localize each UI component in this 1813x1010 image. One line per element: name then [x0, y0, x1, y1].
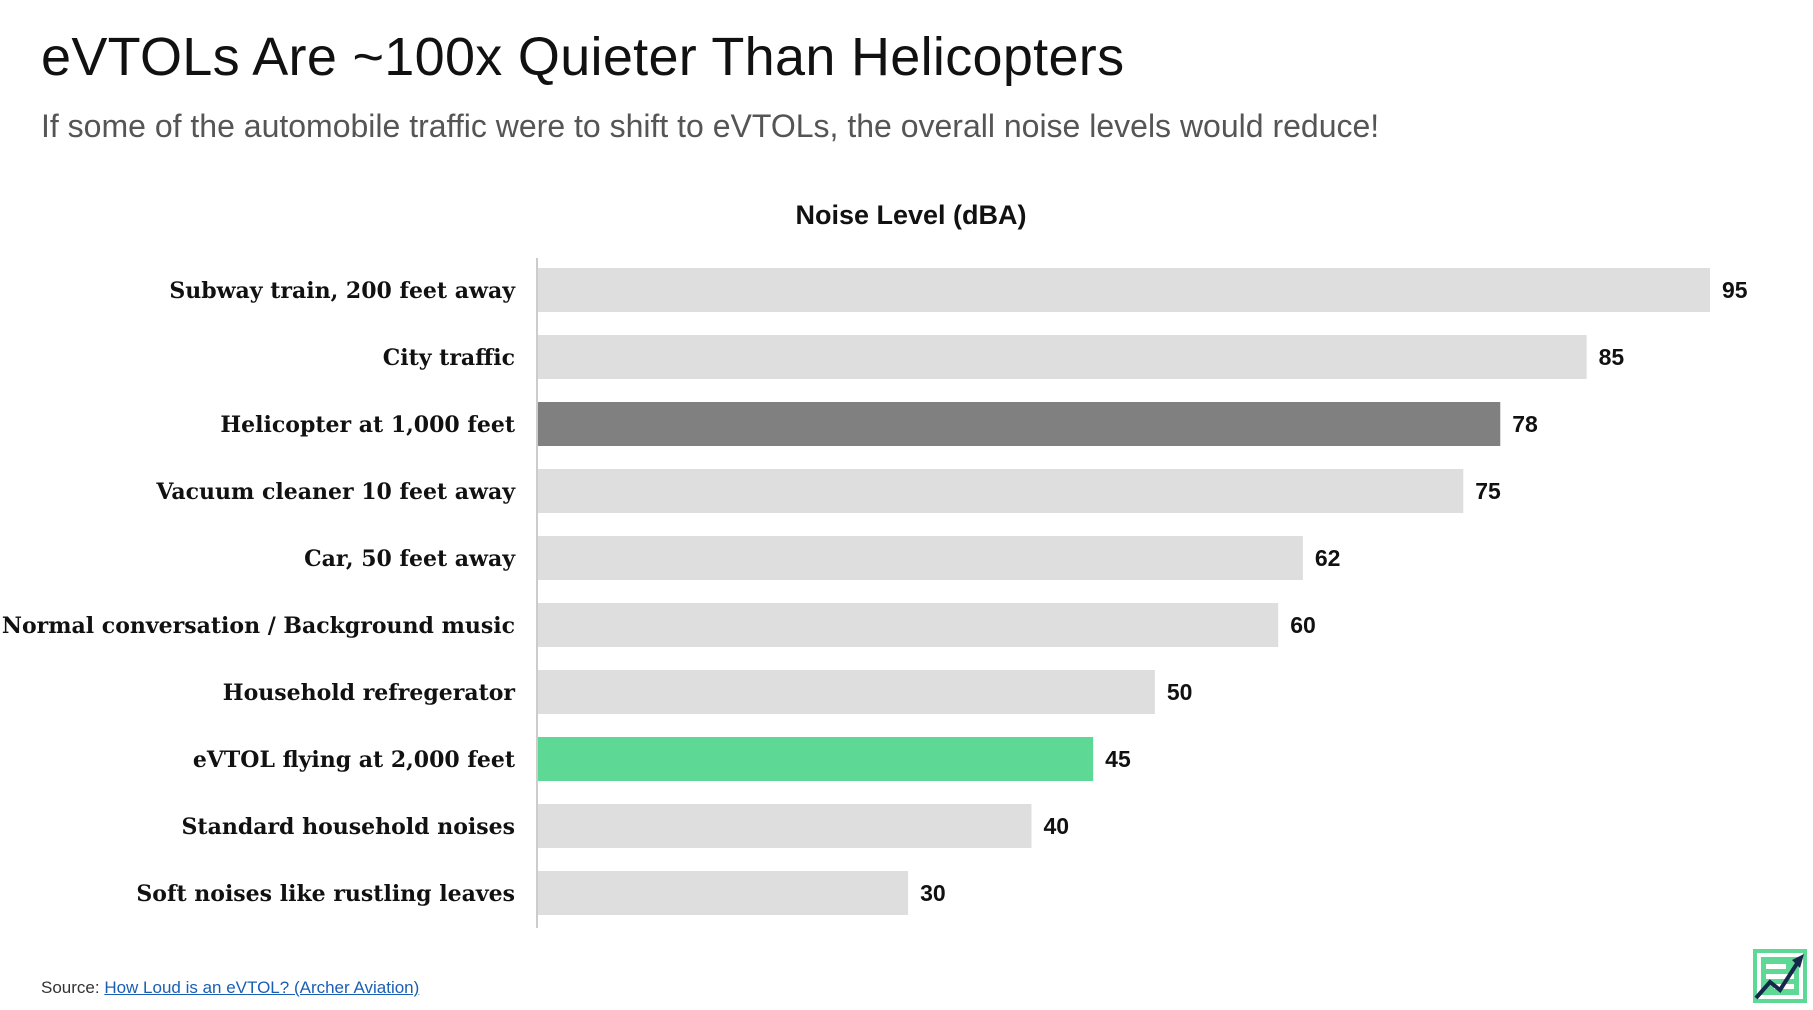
- bar-evtol-flying-at-2-000-feet: [538, 737, 1094, 781]
- value-label-normal-conversation-background-music: 60: [1290, 612, 1316, 638]
- source-link[interactable]: How Loud is an eVTOL? (Archer Aviation): [104, 978, 420, 997]
- value-label-soft-noises-like-rustling-leaves: 30: [920, 880, 946, 906]
- chart-title: Noise Level (dBA): [795, 200, 1026, 230]
- category-label-household-refregerator: Household refregerator: [223, 680, 516, 706]
- bar-soft-noises-like-rustling-leaves: [538, 871, 909, 915]
- category-label-helicopter-at-1-000-feet: Helicopter at 1,000 feet: [220, 412, 515, 438]
- value-label-evtol-flying-at-2-000-feet: 45: [1105, 746, 1131, 772]
- bars-group: Subway train, 200 feet away 95 City traffi…: [2, 268, 1748, 915]
- category-label-soft-noises-like-rustling-leaves: Soft noises like rustling leaves: [136, 881, 515, 907]
- bar-vacuum-cleaner-10-feet-away: [538, 469, 1464, 513]
- category-label-car-50-feet-away: Car, 50 feet away: [304, 546, 516, 572]
- value-label-helicopter-at-1-000-feet: 78: [1512, 411, 1538, 437]
- bar-city-traffic: [538, 335, 1587, 379]
- trend-chart-logo-icon: [1752, 948, 1808, 1004]
- bar-normal-conversation-background-music: [538, 603, 1279, 647]
- bar-standard-household-noises: [538, 804, 1032, 848]
- bar-helicopter-at-1-000-feet: [538, 402, 1501, 446]
- noise-level-bar-chart: Noise Level (dBA) Subway train, 200 feet…: [2, 200, 1748, 928]
- bar-household-refregerator: [538, 670, 1155, 714]
- page-title: eVTOLs Are ~100x Quieter Than Helicopter…: [41, 27, 1125, 87]
- category-label-evtol-flying-at-2-000-feet: eVTOL flying at 2,000 feet: [193, 747, 516, 773]
- bar-car-50-feet-away: [538, 536, 1303, 580]
- value-label-standard-household-noises: 40: [1043, 813, 1069, 839]
- category-label-vacuum-cleaner-10-feet-away: Vacuum cleaner 10 feet away: [155, 479, 516, 505]
- value-label-household-refregerator: 50: [1167, 679, 1193, 705]
- value-label-subway-train-200-feet-away: 95: [1722, 277, 1748, 303]
- value-label-city-traffic: 85: [1599, 344, 1625, 370]
- category-label-standard-household-noises: Standard household noises: [182, 814, 515, 840]
- page-subtitle: If some of the automobile traffic were t…: [41, 108, 1380, 144]
- value-label-car-50-feet-away: 62: [1315, 545, 1341, 571]
- category-label-city-traffic: City traffic: [383, 345, 515, 371]
- category-label-normal-conversation-background-music: Normal conversation / Background music: [2, 613, 515, 639]
- source-prefix: Source:: [41, 978, 105, 997]
- bar-subway-train-200-feet-away: [538, 268, 1710, 312]
- category-label-subway-train-200-feet-away: Subway train, 200 feet away: [169, 278, 516, 304]
- value-label-vacuum-cleaner-10-feet-away: 75: [1475, 478, 1501, 504]
- source-note: Source: How Loud is an eVTOL? (Archer Av…: [41, 978, 419, 998]
